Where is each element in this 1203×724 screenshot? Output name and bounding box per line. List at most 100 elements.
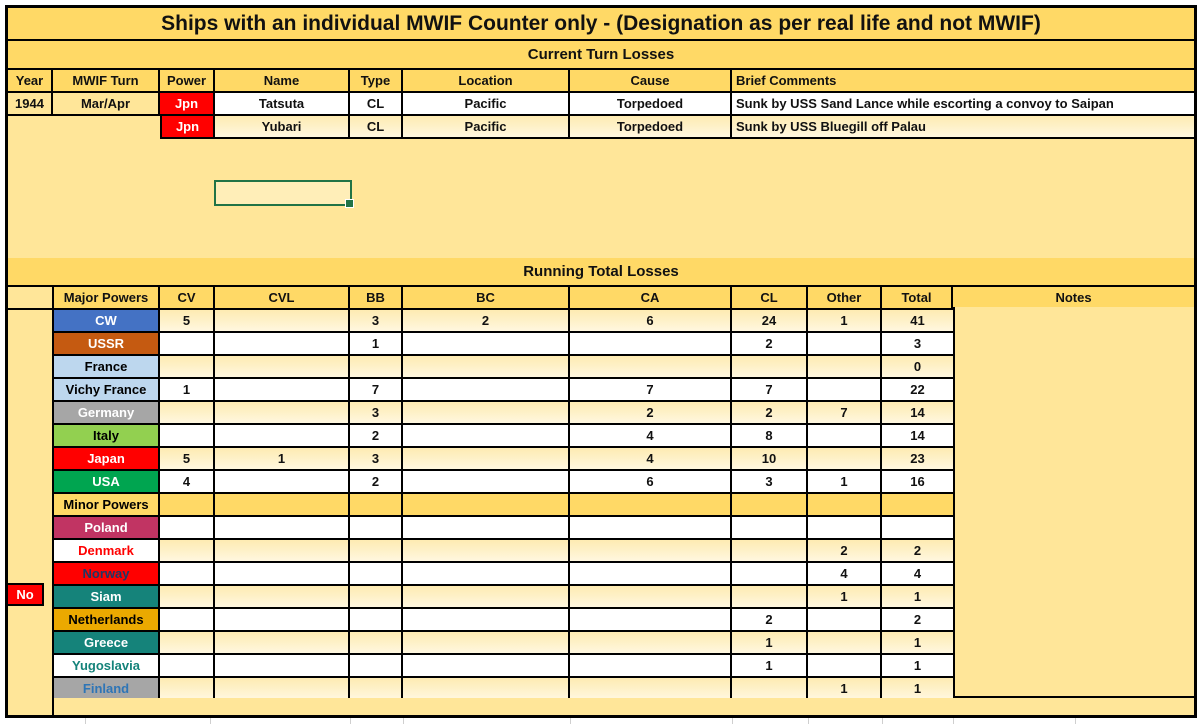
value-cell-cvl[interactable] [215, 586, 350, 609]
value-cell-cv[interactable] [160, 517, 215, 540]
value-cell-bb[interactable]: 3 [350, 448, 403, 471]
value-cell-cv[interactable] [160, 586, 215, 609]
value-cell-bb[interactable] [350, 540, 403, 563]
value-cell-cl[interactable]: 24 [732, 310, 808, 333]
value-cell-cvl[interactable] [215, 632, 350, 655]
cell-comments[interactable]: Sunk by USS Sand Lance while escorting a… [732, 93, 1194, 116]
value-cell-cv[interactable]: 5 [160, 448, 215, 471]
value-cell-bb[interactable] [350, 586, 403, 609]
value-cell-cvl[interactable] [215, 494, 350, 517]
value-cell-other[interactable]: 4 [808, 563, 882, 586]
cell-turn[interactable]: Mar/Apr [53, 93, 160, 116]
value-cell-ca[interactable] [570, 632, 732, 655]
value-cell-bb[interactable] [350, 655, 403, 678]
value-cell-cv[interactable] [160, 402, 215, 425]
value-cell-other[interactable] [808, 379, 882, 402]
value-cell-cv[interactable]: 4 [160, 471, 215, 494]
value-cell-bb[interactable] [350, 494, 403, 517]
value-cell-ca[interactable] [570, 517, 732, 540]
value-cell-cl[interactable] [732, 563, 808, 586]
value-cell-total[interactable] [882, 494, 953, 517]
value-cell-cvl[interactable] [215, 425, 350, 448]
value-cell-cl[interactable]: 3 [732, 471, 808, 494]
section-header-running-total[interactable]: Running Total Losses [8, 258, 1194, 287]
selection-fill-handle[interactable] [345, 199, 354, 208]
cell-type[interactable]: CL [350, 116, 403, 139]
cell-comments[interactable]: Sunk by USS Bluegill off Palau [732, 116, 1194, 139]
row-label-cw[interactable]: CW [52, 310, 160, 333]
column-header-other[interactable]: Other [808, 287, 882, 310]
value-cell-cl[interactable]: 7 [732, 379, 808, 402]
value-cell-cvl[interactable] [215, 471, 350, 494]
column-header-cause[interactable]: Cause [570, 70, 732, 93]
row-label-denmark[interactable]: Denmark [52, 540, 160, 563]
value-cell-other[interactable]: 1 [808, 586, 882, 609]
selection-box[interactable] [214, 180, 354, 208]
value-cell-cv[interactable] [160, 356, 215, 379]
value-cell-total[interactable]: 14 [882, 402, 953, 425]
value-cell-bb[interactable]: 1 [350, 333, 403, 356]
section-header-current-turn[interactable]: Current Turn Losses [8, 41, 1194, 70]
value-cell-bc[interactable] [403, 586, 570, 609]
value-cell-cv[interactable] [160, 540, 215, 563]
no-marker-cell[interactable]: No [8, 583, 44, 606]
value-cell-total[interactable]: 1 [882, 586, 953, 609]
value-cell-total[interactable]: 4 [882, 563, 953, 586]
row-label-france[interactable]: France [52, 356, 160, 379]
value-cell-bc[interactable] [403, 448, 570, 471]
row-label-minor-powers[interactable]: Minor Powers [52, 494, 160, 517]
value-cell-cvl[interactable]: 1 [215, 448, 350, 471]
value-cell-cvl[interactable] [215, 356, 350, 379]
cell-type[interactable]: CL [350, 93, 403, 116]
value-cell-cl[interactable]: 2 [732, 333, 808, 356]
value-cell-bb[interactable] [350, 632, 403, 655]
value-cell-other[interactable] [808, 517, 882, 540]
value-cell-bc[interactable] [403, 655, 570, 678]
value-cell-cv[interactable] [160, 333, 215, 356]
value-cell-cl[interactable]: 1 [732, 655, 808, 678]
value-cell-bc[interactable] [403, 402, 570, 425]
cell-turn[interactable] [53, 116, 160, 139]
value-cell-total[interactable] [882, 517, 953, 540]
value-cell-other[interactable] [808, 609, 882, 632]
column-header-ca[interactable]: CA [570, 287, 732, 310]
value-cell-ca[interactable] [570, 540, 732, 563]
value-cell-cvl[interactable] [215, 379, 350, 402]
value-cell-ca[interactable]: 7 [570, 379, 732, 402]
value-cell-total[interactable]: 1 [882, 632, 953, 655]
column-header-type[interactable]: Type [350, 70, 403, 93]
value-cell-total[interactable]: 23 [882, 448, 953, 471]
row-label-vichy-france[interactable]: Vichy France [52, 379, 160, 402]
value-cell-bc[interactable] [403, 563, 570, 586]
column-header-bb[interactable]: BB [350, 287, 403, 310]
value-cell-other[interactable] [808, 448, 882, 471]
value-cell-cvl[interactable] [215, 333, 350, 356]
value-cell-cvl[interactable] [215, 517, 350, 540]
value-cell-ca[interactable]: 6 [570, 310, 732, 333]
value-cell-bc[interactable] [403, 379, 570, 402]
value-cell-cl[interactable] [732, 356, 808, 379]
cell-year[interactable]: 1944 [8, 93, 53, 116]
value-cell-other[interactable] [808, 632, 882, 655]
value-cell-bb[interactable]: 2 [350, 425, 403, 448]
column-header-cvl[interactable]: CVL [215, 287, 350, 310]
value-cell-total[interactable]: 14 [882, 425, 953, 448]
value-cell-bc[interactable] [403, 471, 570, 494]
value-cell-bb[interactable] [350, 356, 403, 379]
value-cell-ca[interactable] [570, 563, 732, 586]
row-label-italy[interactable]: Italy [52, 425, 160, 448]
value-cell-cv[interactable] [160, 655, 215, 678]
power-cell[interactable]: Jpn [160, 93, 215, 116]
value-cell-cv[interactable] [160, 425, 215, 448]
value-cell-cl[interactable] [732, 517, 808, 540]
value-cell-cvl[interactable] [215, 655, 350, 678]
value-cell-ca[interactable]: 6 [570, 471, 732, 494]
value-cell-bb[interactable]: 2 [350, 471, 403, 494]
column-header-year[interactable]: Year [8, 70, 53, 93]
value-cell-cl[interactable] [732, 540, 808, 563]
value-cell-cl[interactable] [732, 586, 808, 609]
column-header-bc[interactable]: BC [403, 287, 570, 310]
row-label-usa[interactable]: USA [52, 471, 160, 494]
value-cell-bb[interactable]: 3 [350, 402, 403, 425]
value-cell-bb[interactable]: 3 [350, 310, 403, 333]
